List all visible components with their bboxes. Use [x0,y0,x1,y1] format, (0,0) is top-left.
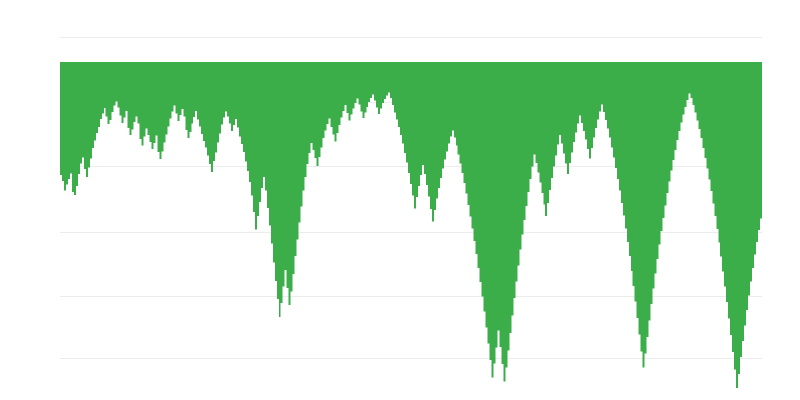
area-series-path [60,62,762,388]
